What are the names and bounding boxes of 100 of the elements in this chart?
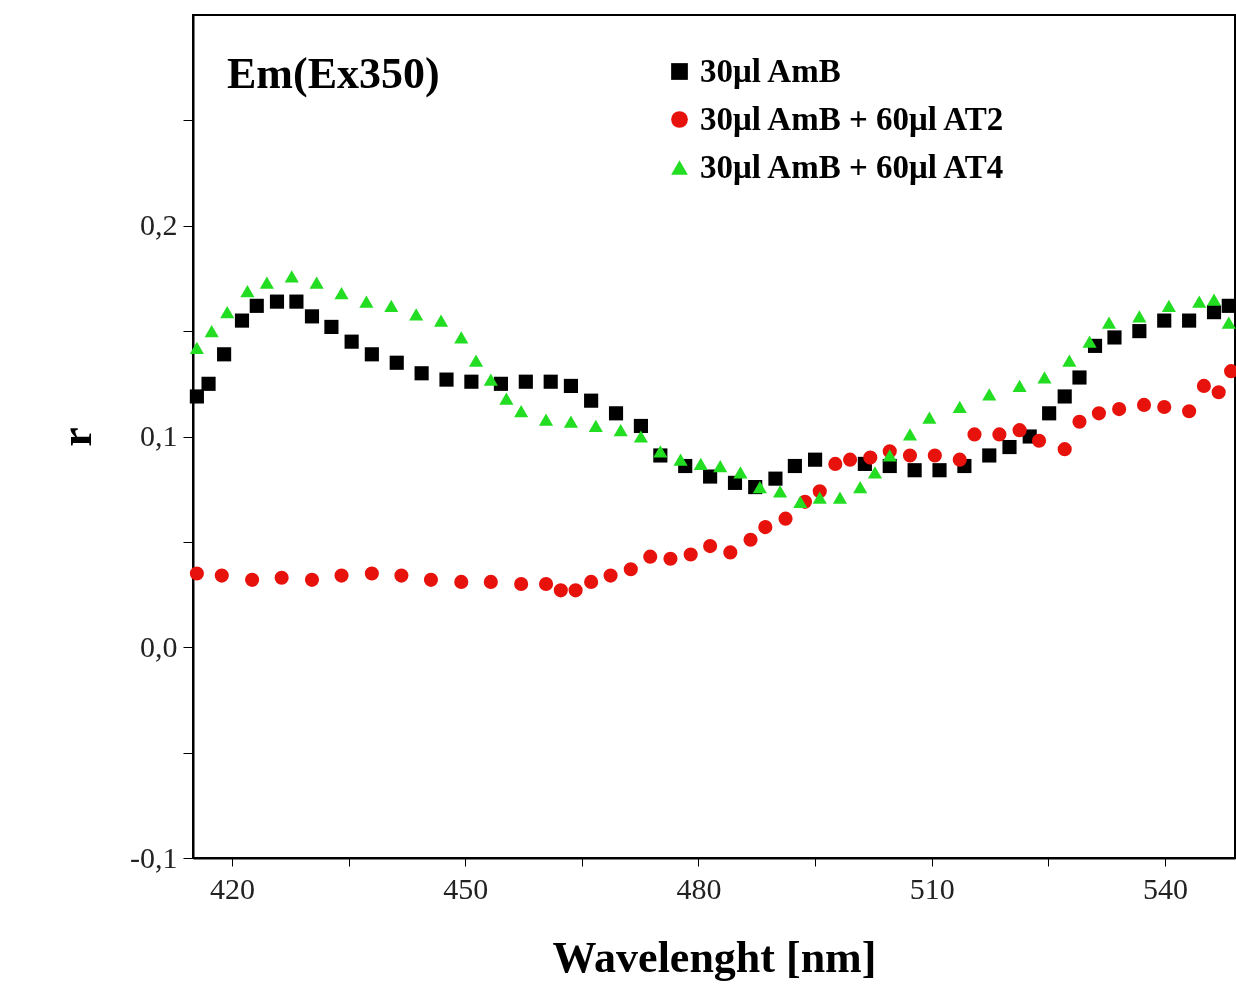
point bbox=[359, 295, 374, 308]
point bbox=[778, 511, 793, 526]
point bbox=[1182, 404, 1197, 419]
x-tick-label: 450 bbox=[443, 871, 489, 905]
point bbox=[1057, 389, 1072, 404]
point bbox=[1136, 397, 1152, 412]
point bbox=[1112, 402, 1127, 417]
point bbox=[703, 539, 718, 554]
point bbox=[843, 452, 858, 467]
point bbox=[633, 430, 648, 443]
point bbox=[364, 566, 379, 581]
point bbox=[304, 309, 320, 324]
point bbox=[414, 366, 429, 381]
point bbox=[1072, 414, 1087, 429]
point bbox=[468, 354, 484, 367]
point bbox=[882, 449, 897, 462]
point bbox=[713, 459, 728, 473]
point bbox=[733, 466, 748, 479]
point bbox=[982, 388, 997, 401]
point bbox=[563, 415, 578, 428]
point bbox=[902, 448, 918, 463]
point bbox=[240, 284, 255, 298]
point bbox=[483, 373, 498, 386]
y-tick-label: 0,1 bbox=[140, 419, 178, 452]
point bbox=[1132, 324, 1147, 339]
point bbox=[245, 572, 260, 587]
point bbox=[1157, 313, 1172, 328]
point bbox=[584, 393, 599, 408]
point bbox=[867, 466, 883, 479]
point bbox=[304, 572, 320, 587]
point bbox=[234, 313, 250, 328]
point bbox=[633, 418, 648, 434]
point bbox=[992, 427, 1007, 442]
point bbox=[538, 413, 554, 426]
point bbox=[499, 392, 514, 405]
x-axis-title: Wavelenght [nm] bbox=[551, 932, 878, 984]
point bbox=[433, 314, 449, 327]
point bbox=[588, 419, 603, 433]
point bbox=[1002, 439, 1017, 455]
point bbox=[568, 583, 583, 598]
point bbox=[758, 520, 773, 535]
point bbox=[289, 294, 304, 309]
legend-label: 30μl AmB + 60μl AT2 bbox=[700, 100, 1004, 137]
point bbox=[768, 471, 783, 486]
point bbox=[1206, 293, 1222, 306]
point bbox=[1012, 379, 1027, 393]
point bbox=[982, 448, 997, 463]
point bbox=[249, 298, 264, 313]
point bbox=[922, 411, 937, 424]
point bbox=[773, 485, 788, 498]
point bbox=[439, 372, 454, 387]
y-tick-label: 0,0 bbox=[140, 629, 178, 663]
point bbox=[653, 445, 668, 458]
point bbox=[663, 551, 678, 566]
point bbox=[927, 448, 942, 463]
point bbox=[603, 568, 618, 583]
point bbox=[409, 308, 424, 321]
x-tick-label: 510 bbox=[909, 871, 955, 905]
point bbox=[1031, 433, 1047, 448]
point bbox=[1101, 316, 1117, 329]
point bbox=[189, 566, 204, 581]
point bbox=[364, 347, 379, 362]
legend-label: 30μl AmB + 60μl AT4 bbox=[700, 148, 1004, 185]
point bbox=[204, 325, 219, 338]
point bbox=[787, 458, 802, 474]
point bbox=[1107, 330, 1122, 345]
point bbox=[967, 427, 982, 442]
x-tick-label: 540 bbox=[1143, 871, 1189, 905]
point bbox=[683, 547, 698, 562]
point bbox=[723, 545, 738, 560]
point bbox=[464, 374, 479, 389]
point bbox=[1161, 299, 1176, 312]
point bbox=[538, 576, 554, 592]
point bbox=[902, 428, 918, 441]
point bbox=[483, 574, 498, 589]
point bbox=[220, 306, 235, 319]
point bbox=[269, 294, 285, 309]
point bbox=[1221, 316, 1236, 329]
point bbox=[514, 576, 529, 592]
point bbox=[214, 568, 229, 583]
point bbox=[727, 475, 743, 490]
point bbox=[1157, 399, 1172, 415]
point bbox=[608, 406, 624, 421]
point bbox=[808, 452, 823, 467]
text: Em(Ex350) bbox=[227, 49, 440, 98]
point bbox=[832, 491, 848, 504]
point bbox=[384, 299, 399, 312]
point bbox=[334, 568, 349, 583]
point bbox=[274, 570, 289, 585]
point bbox=[1042, 406, 1057, 421]
point bbox=[493, 376, 509, 391]
point bbox=[853, 480, 868, 494]
x-tick-label: 480 bbox=[676, 871, 722, 905]
point bbox=[1057, 442, 1072, 457]
point bbox=[259, 276, 274, 289]
point bbox=[454, 331, 469, 344]
point bbox=[394, 568, 409, 583]
point bbox=[1062, 354, 1077, 367]
point bbox=[863, 450, 878, 465]
point bbox=[907, 463, 922, 478]
